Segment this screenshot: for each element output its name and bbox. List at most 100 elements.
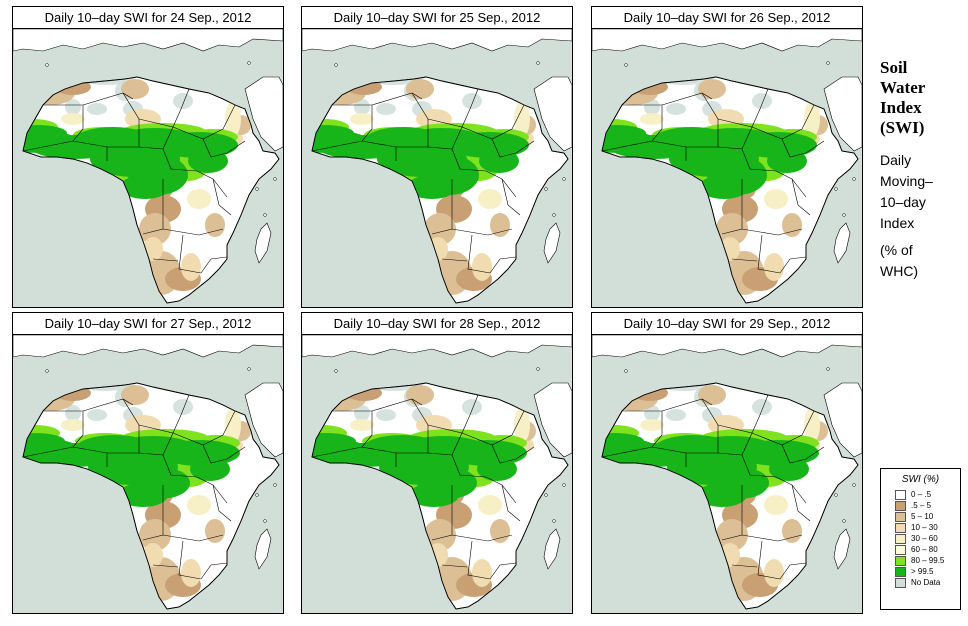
saturated-soil-area (699, 175, 749, 199)
no-data-area (752, 399, 772, 415)
africa-coastline (22, 76, 280, 304)
africa-swi-map (591, 28, 863, 308)
moist-soil-area (804, 101, 820, 137)
panel-title: Daily 10–day SWI for 29 Sep., 2012 (591, 312, 863, 335)
arabia-landmass (244, 76, 283, 152)
country-border (138, 452, 198, 478)
dry-soil-area (782, 213, 802, 237)
sidebar-desc-line: Moving– (880, 173, 933, 189)
dry-soil-area (490, 213, 510, 237)
island (263, 519, 267, 523)
moist-soil-area (61, 419, 85, 431)
legend-label: 30 – 60 (911, 534, 938, 543)
country-border (162, 228, 224, 236)
country-border (467, 540, 491, 580)
island (852, 177, 856, 181)
island (562, 483, 566, 487)
africa-coastline (311, 382, 569, 610)
legend-label: 5 – 10 (911, 512, 934, 521)
legend-swatch (895, 544, 906, 555)
country-border (741, 534, 803, 542)
country-border (501, 178, 521, 216)
country-border (162, 534, 224, 542)
moist-soil-area (61, 113, 85, 125)
no-data-area (666, 103, 686, 115)
island (842, 213, 846, 217)
country-border (152, 258, 179, 262)
saturated-soil-area (479, 149, 519, 173)
madagascar (833, 222, 851, 264)
island (536, 367, 540, 371)
dry-soil-area (346, 79, 382, 95)
country-border (751, 104, 815, 140)
country-border (717, 452, 777, 478)
country-border (779, 562, 807, 580)
sidebar-title: Soil Water Index (SWI) (880, 58, 964, 138)
europe-landmass (13, 29, 283, 52)
country-border (757, 540, 781, 580)
sidebar-desc-line: Daily (880, 152, 912, 168)
africa-coastline (601, 382, 859, 610)
no-data-area (173, 93, 193, 109)
panel-title: Daily 10–day SWI for 26 Sep., 2012 (591, 6, 863, 29)
island (552, 213, 556, 217)
island (834, 187, 838, 191)
dry-soil-area (181, 253, 201, 281)
no-data-area (356, 63, 376, 75)
europe-landmass (302, 335, 572, 358)
no-data-area (644, 405, 660, 421)
moist-soil-area (804, 407, 820, 443)
moist-soil-area (350, 419, 374, 431)
legend-label: 80 – 99.5 (911, 556, 945, 565)
no-data-area (354, 99, 370, 115)
legend-title: SWI (%) (901, 474, 940, 485)
legend-label: No Data (911, 578, 941, 587)
legend-swatch (895, 577, 906, 588)
no-data-area (87, 409, 107, 421)
madagascar (254, 222, 272, 264)
africa-swi-map (591, 334, 863, 614)
country-border (791, 484, 811, 522)
country-border (741, 432, 753, 456)
panel-title: Daily 10–day SWI for 25 Sep., 2012 (301, 6, 573, 29)
dry-soil-area (121, 79, 149, 99)
no-data-area (376, 103, 396, 115)
island (247, 367, 251, 371)
europe-landmass (302, 29, 572, 52)
dry-soil-area (472, 253, 492, 281)
island (255, 493, 259, 497)
no-data-area (462, 93, 482, 109)
country-border (451, 126, 463, 150)
country-border (152, 564, 179, 568)
island (826, 367, 830, 371)
legend-label: .5 – 5 (911, 501, 932, 510)
africa-coastline (311, 76, 569, 304)
legend-swatch (895, 566, 906, 577)
island (255, 187, 259, 191)
legend-swatch (895, 489, 906, 500)
country-border (451, 432, 463, 456)
africa-coastline (601, 76, 859, 304)
saturated-soil-area (769, 457, 809, 481)
country-border (467, 234, 491, 274)
no-data-area (752, 93, 772, 109)
arabia-landmass (823, 382, 862, 458)
no-data-area (666, 409, 686, 421)
no-data-area (141, 61, 165, 77)
no-data-area (354, 405, 370, 421)
sidebar-unit: (% of WHC) (880, 240, 964, 282)
africa-coastline (22, 382, 280, 610)
no-data-area (646, 63, 666, 75)
sidebar-title-line: Soil (880, 58, 908, 77)
island (826, 61, 830, 65)
no-data-area (356, 369, 376, 381)
no-data-area (644, 99, 660, 115)
country-border (212, 484, 232, 522)
no-data-area (65, 99, 81, 115)
island (624, 63, 628, 67)
island (45, 369, 49, 373)
saturated-soil-area (312, 433, 356, 449)
country-border (162, 432, 174, 456)
dry-soil-area (424, 519, 456, 551)
country-border (212, 178, 232, 216)
